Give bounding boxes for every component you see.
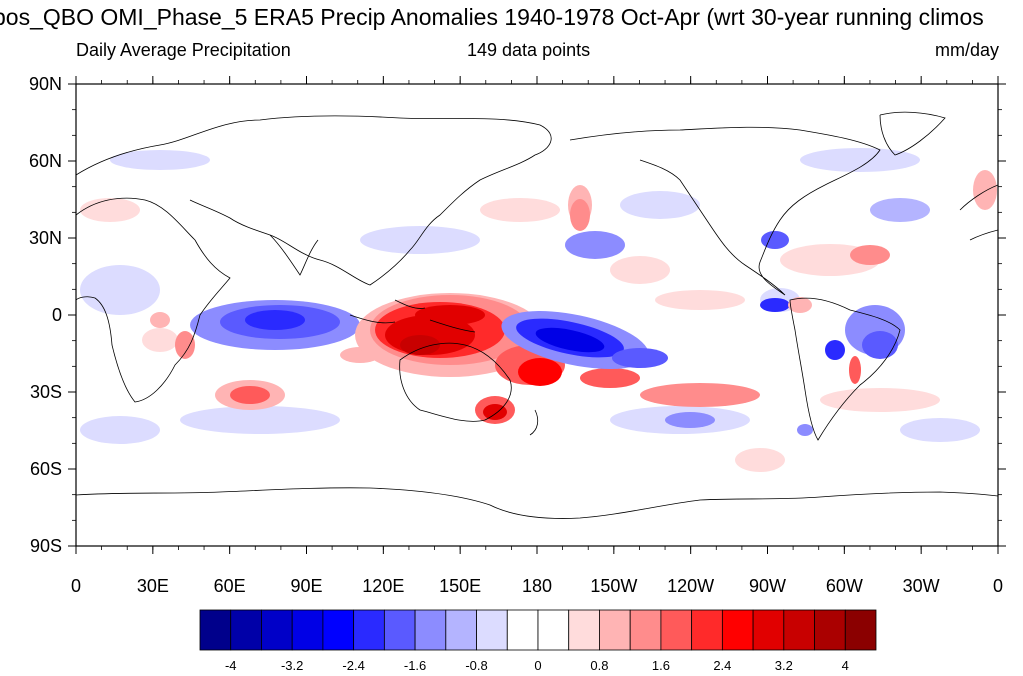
lon-label: 60W (826, 576, 863, 596)
americas-anomalies (760, 231, 905, 436)
lat-label: 30S (30, 382, 62, 402)
colorbar-swatch (537, 609, 570, 651)
lon-label: 0 (993, 576, 1003, 596)
colorbar-label: 0.8 (590, 658, 608, 673)
colorbar-swatch (691, 609, 723, 651)
colorbar-swatch (814, 609, 846, 651)
colorbar-swatch (629, 609, 662, 651)
indian-ocean-dry-band (150, 300, 360, 359)
lon-label: 0 (71, 576, 81, 596)
colorbar-swatch (414, 609, 447, 651)
lat-label: 60N (29, 151, 62, 171)
new-zealand-coastline (529, 409, 539, 436)
colorbar: -4 -3.2 -2.4 -1.6 -0.8 0 0.8 1.6 2.4 3.2 4 (199, 609, 877, 673)
colorbar-swatch (844, 609, 877, 651)
colorbar-swatch (230, 609, 262, 651)
lon-label: 150E (439, 576, 481, 596)
south-america-coastline (789, 297, 901, 441)
colorbar-swatch (445, 609, 477, 651)
lon-label: 60E (214, 576, 246, 596)
lon-label: 120W (667, 576, 714, 596)
anomaly-field (80, 148, 997, 472)
africa-coastline (76, 197, 231, 403)
colorbar-label: -2.4 (342, 658, 364, 673)
colorbar-label: -0.8 (465, 658, 487, 673)
colorbar-swatch (291, 609, 324, 651)
colorbar-swatch (383, 609, 416, 651)
colorbar-swatch (476, 609, 508, 651)
colorbar-label: 3.2 (775, 658, 793, 673)
central-pacific-dry (501, 231, 715, 428)
colorbar-label: -1.6 (404, 658, 426, 673)
lon-label: 120E (362, 576, 404, 596)
eurasia-coastline (76, 115, 552, 286)
colorbar-label: 0 (534, 658, 541, 673)
colorbar-swatch (506, 609, 539, 651)
lat-label: 30N (29, 228, 62, 248)
north-america-coastline (569, 126, 881, 296)
colorbar-label: 2.4 (713, 658, 731, 673)
colorbar-swatch (660, 609, 693, 651)
colorbar-swatch (568, 609, 600, 651)
lon-label: 30E (137, 576, 169, 596)
colorbar-label: -3.2 (281, 658, 303, 673)
lon-label: 30W (903, 576, 940, 596)
colorbar-swatch (199, 609, 232, 651)
antarctica-coastline (76, 487, 998, 519)
latitude-axis: 90N 60N 30N 0 30S 60S 90S (29, 74, 1006, 556)
subtitle-left: Daily Average Precipitation (76, 40, 291, 60)
colorbar-label: 1.6 (652, 658, 670, 673)
lon-label: 180 (522, 576, 552, 596)
india-coastline (269, 234, 319, 276)
europe-coastline (959, 184, 998, 241)
australia-coastline (399, 342, 512, 422)
indonesia-coastline (349, 299, 476, 333)
subtitle-center: 149 data points (467, 40, 591, 60)
lat-label: 60S (30, 459, 62, 479)
south-indian-wet (215, 347, 380, 410)
lat-label: 90S (30, 536, 62, 556)
colorbar-swatch (322, 609, 355, 651)
lon-label: 150W (590, 576, 637, 596)
subtitle-right: mm/day (934, 40, 999, 60)
plot-title: bos_QBO OMI_Phase_5 ERA5 Precip Anomalie… (0, 4, 984, 30)
colorbar-swatch (353, 609, 385, 651)
colorbar-swatch (783, 609, 815, 651)
coastlines (76, 111, 998, 519)
longitude-axis: 0 30E 60E 90E 120E 150E 180 150W 120W 90W 60W 30W 0 (71, 76, 1003, 596)
greenland-coastline (879, 111, 946, 156)
colorbar-swatch (721, 609, 754, 651)
lat-label: 0 (52, 305, 62, 325)
colorbar-swatch (261, 609, 293, 651)
colorbar-label: 4 (842, 658, 849, 673)
lat-label: 90N (29, 74, 62, 94)
colorbar-label: -4 (225, 658, 237, 673)
colorbar-swatch (752, 609, 785, 651)
lon-label: 90E (290, 576, 322, 596)
colorbar-swatch (599, 609, 631, 651)
lon-label: 90W (749, 576, 786, 596)
